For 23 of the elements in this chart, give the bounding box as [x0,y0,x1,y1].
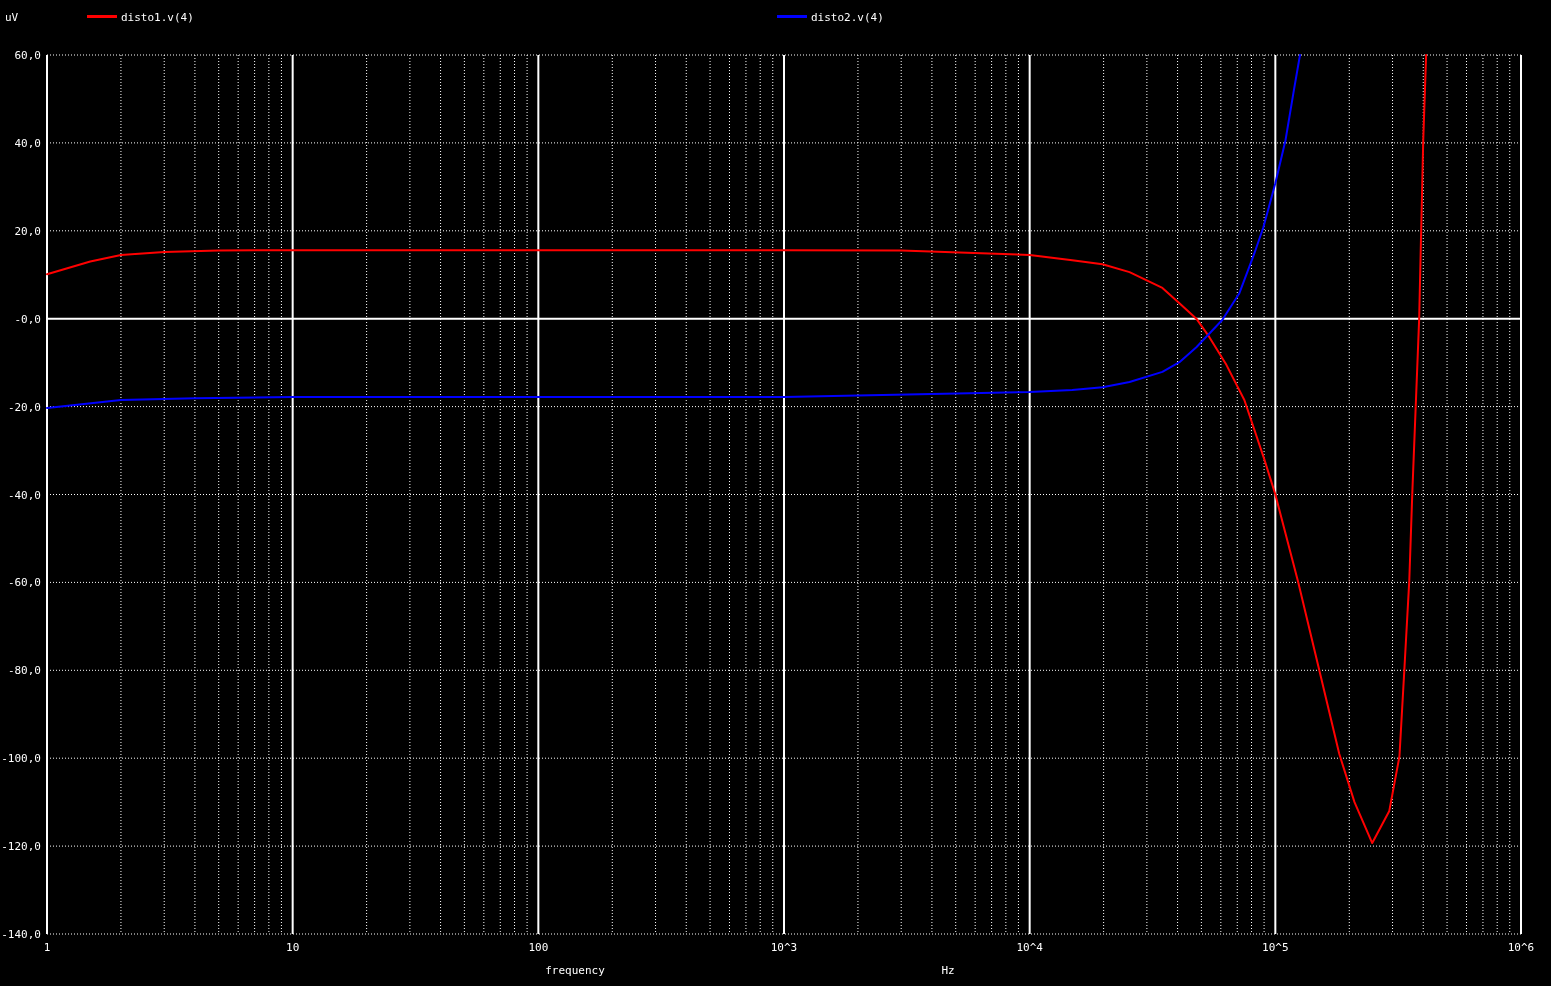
y-tick-label: 60,0 [14,49,41,62]
y-tick-label: -0,0 [14,312,41,326]
y-axis-title: uV [5,11,19,24]
text: Hz [941,964,955,977]
x-axis-title: frequency [545,964,606,977]
y-tick-label: 40,0 [14,136,41,150]
y-tick-label: -120,0 [1,840,41,854]
y-tick-label: -100,0 [1,752,41,766]
x-tick-label: 100 [528,941,549,954]
x-tick-label: 10 [286,941,300,954]
x-tick-label: 10^5 [1262,941,1289,954]
y-tick-label: -20,0 [7,400,41,414]
legend-label: disto1.v(4) [121,11,194,24]
y-tick-label: 20,0 [14,224,41,238]
y-tick-label: -140,0 [1,928,41,941]
x-tick-label: 10^6 [1507,941,1535,954]
x-tick-label: 10^4 [1016,941,1044,954]
legend-label: disto2.v(4) [811,11,884,24]
x-tick-label: 10^3 [770,941,798,954]
y-tick-label: -80,0 [7,664,41,678]
y-tick-label: -40,0 [7,488,41,502]
x-tick-label: 1 [43,941,51,954]
y-tick-label: -60,0 [7,576,41,590]
